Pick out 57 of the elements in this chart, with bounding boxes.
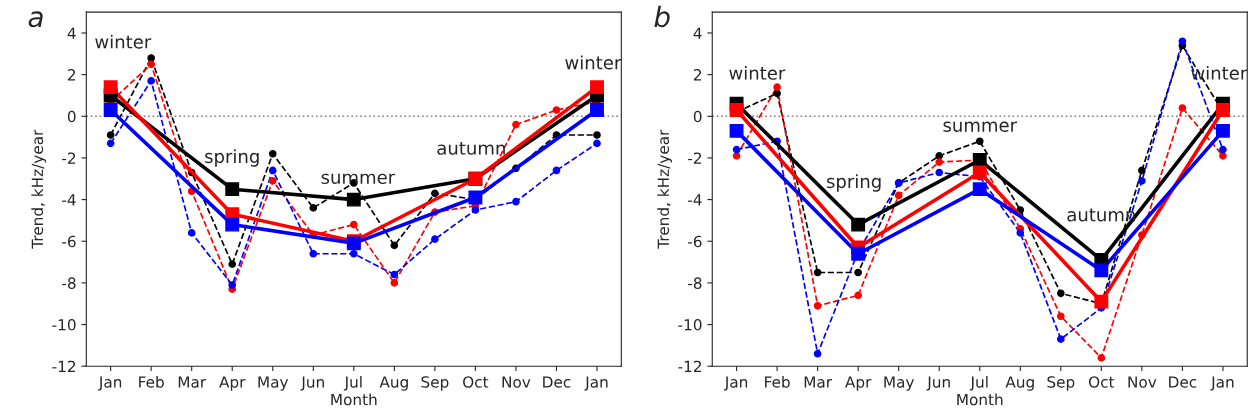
y-tick-label: -10	[678, 319, 702, 331]
y-tick-label: -2	[62, 152, 76, 164]
y-tick-label: -4	[62, 194, 76, 206]
y-axis-title: Trend, kHz/year	[31, 129, 47, 249]
y-tick-label: -6	[62, 235, 76, 248]
y-tick-label: 0	[693, 110, 702, 123]
x-tick-label: Jun	[926, 376, 950, 391]
y-tick-label: 0	[67, 110, 76, 123]
x-tick-label: Jul	[343, 375, 362, 391]
annotation: winter	[729, 65, 786, 80]
x-tick-label: Sep	[421, 376, 449, 391]
chart-title: b	[654, 5, 670, 28]
x-tick-label: Apr	[845, 376, 872, 391]
x-tick-label: Oct	[463, 376, 489, 388]
y-tick-label: -6	[688, 235, 702, 248]
x-tick-label: Nov	[502, 376, 531, 388]
x-tick-label: Jan	[584, 376, 608, 391]
y-tick-label: 2	[693, 69, 701, 81]
y-tick-label: -4	[688, 194, 702, 206]
y-axis-title: Trend, kHz/year	[657, 129, 673, 249]
x-tick-label: Apr	[219, 376, 246, 391]
y-tick-label: -2	[688, 152, 702, 164]
x-tick-label: Feb	[765, 375, 790, 388]
x-tick-label: May	[884, 376, 915, 391]
x-tick-label: Jul	[969, 375, 988, 391]
annotation: autumn	[437, 141, 505, 155]
x-tick-label: Mar	[178, 376, 207, 388]
x-tick-label: Dec	[543, 376, 571, 388]
x-axis-title: Month	[331, 393, 377, 406]
x-tick-label: Nov	[1128, 376, 1157, 388]
y-tick-label: -8	[688, 277, 702, 289]
annotation: spring	[826, 174, 881, 192]
x-tick-label: May	[258, 376, 289, 391]
annotation: winter	[95, 34, 152, 49]
x-tick-label: Dec	[1169, 376, 1197, 388]
annotation: spring	[205, 149, 259, 167]
chart-title: a	[28, 11, 43, 28]
x-axis-title: Month	[957, 393, 1003, 406]
x-tick-label: Jun	[300, 376, 324, 391]
annotation: summer	[943, 121, 1018, 132]
x-tick-label: Jan	[1210, 376, 1234, 391]
y-tick-label: -12	[52, 360, 76, 373]
x-tick-label: Feb	[139, 375, 164, 388]
annotation: summer	[321, 173, 396, 184]
x-tick-label: Mar	[804, 376, 833, 388]
x-tick-label: Aug	[379, 376, 408, 391]
x-tick-label: Jan	[724, 376, 748, 391]
x-tick-label: Aug	[1005, 376, 1034, 391]
y-tick-label: 4	[67, 27, 76, 39]
y-tick-label: 4	[693, 27, 702, 39]
y-tick-label: -8	[62, 277, 76, 289]
y-tick-label: -10	[52, 319, 76, 331]
x-tick-label: Oct	[1088, 376, 1115, 388]
x-tick-label: Jan	[98, 376, 122, 391]
x-tick-label: Sep	[1047, 376, 1075, 391]
y-tick-label: -12	[678, 360, 702, 373]
y-tick-label: 2	[68, 69, 76, 81]
